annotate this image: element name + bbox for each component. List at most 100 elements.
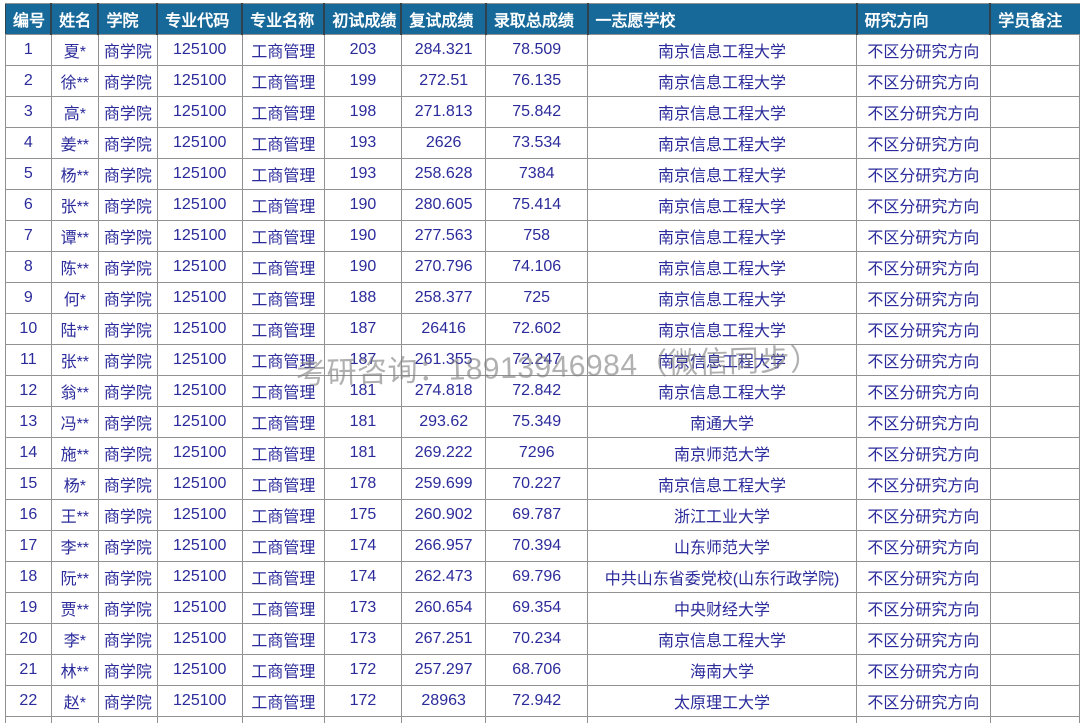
- table-row: 5 杨** 商学院 125100 工商管理 193 258.628 7384 南京信息工程大学不…: [5, 158, 1080, 190]
- cell-remark: [989, 344, 1080, 376]
- cell-initial_score: 193: [323, 158, 402, 190]
- cell-direction: 不区分研究方向: [856, 189, 991, 221]
- cell-remark: [989, 468, 1080, 500]
- cell-name: 杨**: [50, 158, 99, 190]
- column-header-retest-score: 复试成绩: [401, 3, 487, 35]
- cell-major_code: 125100: [156, 344, 243, 376]
- cell-initial_score: 190: [323, 220, 402, 252]
- cell-initial_score: 181: [323, 375, 402, 407]
- cell-retest_score: 272.51: [400, 65, 487, 97]
- cell-no: 20: [5, 623, 52, 655]
- cell-retest_score: 271.813: [400, 96, 487, 128]
- cell-total_score: 69.354: [485, 592, 588, 624]
- column-header-no: 编号: [5, 3, 53, 35]
- cell-empty: [586, 716, 858, 723]
- cell-retest_score: 274.818: [400, 375, 487, 407]
- cell-remark: [989, 592, 1080, 624]
- admissions-table: 编号 姓名 学院 专业代码 专业名称 初试成绩 复试成绩 录取总成绩 一志愿学校…: [5, 3, 1080, 723]
- cell-name: 谭**: [50, 220, 99, 252]
- cell-initial_score: 178: [323, 468, 402, 500]
- cell-empty: [400, 716, 487, 723]
- cell-total_score: 72.942: [485, 685, 588, 717]
- cell-major_code: 125100: [156, 623, 243, 655]
- cell-direction: 不区分研究方向: [856, 34, 991, 66]
- cell-total_score: 70.227: [485, 468, 588, 500]
- cell-total_score: 758: [485, 220, 588, 252]
- cell-school: 南京信息工程大学: [586, 158, 858, 190]
- table-row: 14 施** 商学院 125100 工商管理 181 269.222 7296 南京师范大学 不区…: [5, 437, 1080, 469]
- cell-remark: [989, 282, 1080, 314]
- cell-total_score: 72.842: [485, 375, 588, 407]
- cell-remark: [989, 189, 1080, 221]
- cell-retest_score: 269.222: [400, 437, 487, 469]
- cell-retest_score: 270.796: [400, 251, 487, 283]
- cell-school: 中共山东省委党校(山东行政学院): [586, 561, 858, 593]
- cell-major_name: 工商管理: [241, 561, 325, 593]
- cell-remark: [989, 34, 1080, 66]
- cell-initial_score: 187: [323, 344, 402, 376]
- cell-retest_score: 258.377: [400, 282, 487, 314]
- cell-name: 赵*: [50, 685, 99, 717]
- cell-direction: 不区分研究方向: [856, 127, 991, 159]
- cell-retest_score: 26416: [400, 313, 487, 345]
- cell-remark: [989, 313, 1080, 345]
- table-row: 20 李* 商学院 125100 工商管理 173 267.251 70.234 南京信息工程大…: [5, 623, 1080, 655]
- cell-retest_score: 258.628: [400, 158, 487, 190]
- cell-initial_score: 174: [323, 561, 402, 593]
- cell-total_score: 7384: [485, 158, 588, 190]
- cell-no: 3: [5, 96, 52, 128]
- cell-total_score: 73.534: [485, 127, 588, 159]
- cell-remark: [989, 127, 1080, 159]
- cell-no: 12: [5, 375, 52, 407]
- cell-college: 商学院: [97, 282, 158, 314]
- cell-remark: [989, 530, 1080, 562]
- cell-empty: [50, 716, 99, 723]
- cell-major_code: 125100: [156, 251, 243, 283]
- cell-major_name: 工商管理: [241, 251, 325, 283]
- cell-school: 南通大学: [586, 406, 858, 438]
- cell-school: 太原理工大学: [586, 685, 858, 717]
- cell-school: 南京师范大学: [586, 437, 858, 469]
- cell-retest_score: 259.699: [400, 468, 487, 500]
- cell-name: 姜**: [50, 127, 99, 159]
- cell-school: 山东师范大学: [586, 530, 858, 562]
- cell-remark: [989, 499, 1080, 531]
- cell-remark: [989, 623, 1080, 655]
- cell-initial_score: 172: [323, 654, 402, 686]
- cell-school: 南京信息工程大学: [586, 96, 858, 128]
- cell-remark: [989, 375, 1080, 407]
- cell-major_code: 125100: [156, 313, 243, 345]
- cell-retest_score: 267.251: [400, 623, 487, 655]
- cell-no: 10: [5, 313, 52, 345]
- cell-total_score: 75.349: [485, 406, 588, 438]
- cell-school: 南京信息工程大学: [586, 344, 858, 376]
- cell-retest_score: 260.902: [400, 499, 487, 531]
- table-row: 7 谭** 商学院 125100 工商管理 190 277.563 758 南京信息工程大学 不区…: [5, 220, 1080, 252]
- cell-college: 商学院: [97, 437, 158, 469]
- cell-empty: [5, 716, 52, 723]
- cell-no: 5: [5, 158, 52, 190]
- cell-direction: 不区分研究方向: [856, 468, 991, 500]
- cell-empty: [485, 716, 588, 723]
- cell-college: 商学院: [97, 654, 158, 686]
- column-header-major-name: 专业名称: [242, 3, 326, 35]
- cell-remark: [989, 65, 1080, 97]
- cell-name: 陈**: [50, 251, 99, 283]
- cell-major_code: 125100: [156, 127, 243, 159]
- cell-name: 贾**: [50, 592, 99, 624]
- cell-major_code: 125100: [156, 220, 243, 252]
- cell-no: 2: [5, 65, 52, 97]
- table-row: 19 贾** 商学院 125100 工商管理 173 260.654 69.354 中央财经大学…: [5, 592, 1080, 624]
- cell-college: 商学院: [97, 34, 158, 66]
- cell-name: 杨*: [50, 468, 99, 500]
- cell-college: 商学院: [97, 685, 158, 717]
- cell-major_name: 工商管理: [241, 189, 325, 221]
- cell-school: 海南大学: [586, 654, 858, 686]
- cell-major_name: 工商管理: [241, 220, 325, 252]
- cell-school: 南京信息工程大学: [586, 251, 858, 283]
- cell-remark: [989, 406, 1080, 438]
- cell-retest_score: 280.605: [400, 189, 487, 221]
- cell-initial_score: 172: [323, 685, 402, 717]
- cell-remark: [989, 561, 1080, 593]
- cell-direction: 不区分研究方向: [856, 158, 991, 190]
